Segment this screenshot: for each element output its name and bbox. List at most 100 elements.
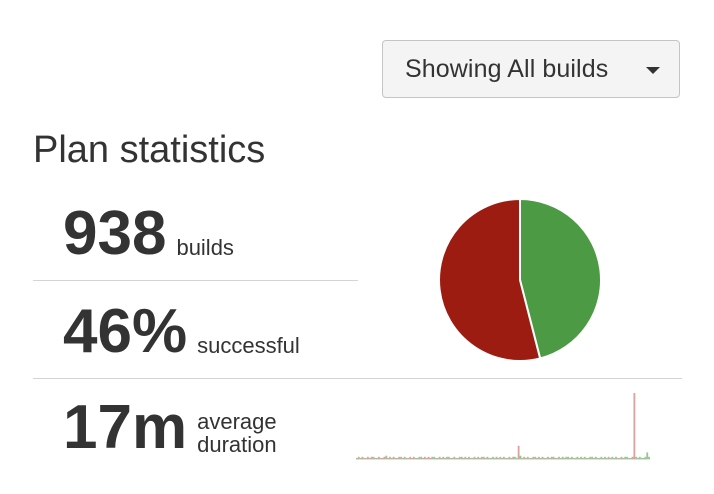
- duration-bar: [594, 456, 597, 459]
- duration-bar: [508, 456, 511, 459]
- build-filter-dropdown[interactable]: Showing All builds: [382, 40, 680, 98]
- caret-down-icon[interactable]: [646, 67, 660, 74]
- duration-bar: [539, 457, 542, 459]
- duration-bar: [403, 456, 406, 459]
- duration-bar: [409, 456, 412, 459]
- duration-bar: [578, 457, 581, 459]
- build-result-pie-chart: [438, 197, 602, 362]
- duration-bar: [512, 456, 515, 459]
- duration-bar: [491, 456, 494, 459]
- duration-bar: [615, 456, 617, 459]
- duration-bar: [604, 456, 606, 459]
- duration-bar: [517, 445, 520, 459]
- stats-divider: [33, 378, 682, 379]
- stats-divider: [33, 280, 358, 281]
- build-duration-chart: [356, 393, 650, 460]
- plan-statistics-title: Plan statistics: [33, 129, 266, 171]
- duration-bar: [438, 456, 441, 459]
- duration-bar: [422, 457, 424, 459]
- duration-bar: [398, 456, 401, 459]
- duration-bar: [475, 457, 478, 459]
- duration-bar: [458, 456, 461, 459]
- duration-bar: [506, 457, 509, 459]
- duration-bar: [490, 457, 492, 459]
- pie-slice-successful: [519, 197, 602, 360]
- duration-bar: [589, 456, 592, 459]
- duration-bar: [626, 456, 628, 459]
- duration-bar: [552, 456, 555, 459]
- duration-bar: [556, 457, 559, 459]
- duration-bar: [367, 456, 369, 459]
- duration-bar: [480, 456, 483, 459]
- duration-bar: [471, 457, 474, 459]
- duration-bar: [607, 456, 610, 459]
- duration-bar: [390, 457, 393, 459]
- duration-bar: [536, 457, 538, 459]
- duration-bar: [510, 457, 513, 459]
- success-rate-label: successful: [197, 333, 300, 358]
- duration-bar: [495, 456, 498, 459]
- duration-bar: [624, 456, 627, 459]
- duration-bar: [486, 456, 489, 459]
- duration-bar: [484, 457, 487, 459]
- duration-bar: [545, 457, 548, 459]
- duration-bar: [585, 457, 588, 459]
- duration-bar: [558, 456, 560, 459]
- duration-bar: [521, 457, 524, 459]
- duration-bar: [602, 457, 605, 459]
- duration-bar: [462, 457, 465, 459]
- duration-bar: [394, 457, 397, 459]
- duration-bar: [622, 457, 625, 459]
- duration-bar: [387, 457, 390, 459]
- duration-bar: [532, 456, 535, 459]
- builds-label: builds: [176, 235, 234, 260]
- duration-bar: [400, 456, 402, 459]
- build-filter-label: Showing All builds: [405, 54, 609, 83]
- duration-bar: [537, 456, 540, 459]
- duration-bar: [464, 456, 467, 459]
- duration-bar: [582, 457, 584, 459]
- duration-bar: [559, 457, 562, 459]
- duration-bar: [440, 457, 443, 459]
- duration-bar: [379, 457, 382, 459]
- duration-bar: [633, 393, 636, 459]
- duration-bar: [646, 452, 649, 459]
- duration-bar: [528, 457, 531, 459]
- duration-bar: [613, 457, 616, 459]
- duration-bar: [501, 457, 503, 459]
- duration-bar: [488, 457, 491, 459]
- duration-bar: [425, 457, 428, 459]
- duration-bar: [423, 456, 426, 459]
- duration-bar: [455, 457, 458, 459]
- duration-bar: [385, 455, 388, 459]
- duration-bar: [436, 457, 439, 459]
- duration-bar: [482, 456, 485, 459]
- duration-bar: [363, 457, 366, 459]
- duration-bar: [572, 457, 575, 459]
- duration-bar: [519, 455, 522, 459]
- duration-bar: [548, 457, 551, 459]
- duration-bar: [451, 457, 454, 459]
- duration-bar: [429, 457, 432, 459]
- duration-bar: [605, 457, 608, 459]
- duration-bar: [381, 457, 384, 459]
- duration-bar: [569, 457, 571, 459]
- duration-bar: [368, 457, 371, 459]
- duration-bar: [493, 457, 496, 459]
- duration-bar: [477, 456, 480, 459]
- duration-bar: [389, 456, 391, 459]
- success-rate-value: 46%: [63, 297, 188, 366]
- duration-bar: [627, 457, 630, 459]
- duration-bar: [446, 456, 448, 459]
- duration-bar: [609, 457, 612, 459]
- duration-bar: [468, 456, 470, 459]
- duration-bar: [433, 456, 436, 459]
- duration-bar: [444, 457, 447, 459]
- duration-bar: [376, 457, 379, 459]
- duration-bar: [523, 456, 526, 459]
- duration-bar: [401, 457, 404, 459]
- duration-bar: [640, 457, 643, 459]
- duration-bar: [497, 457, 500, 459]
- duration-bar: [514, 456, 516, 459]
- duration-bar: [618, 457, 621, 459]
